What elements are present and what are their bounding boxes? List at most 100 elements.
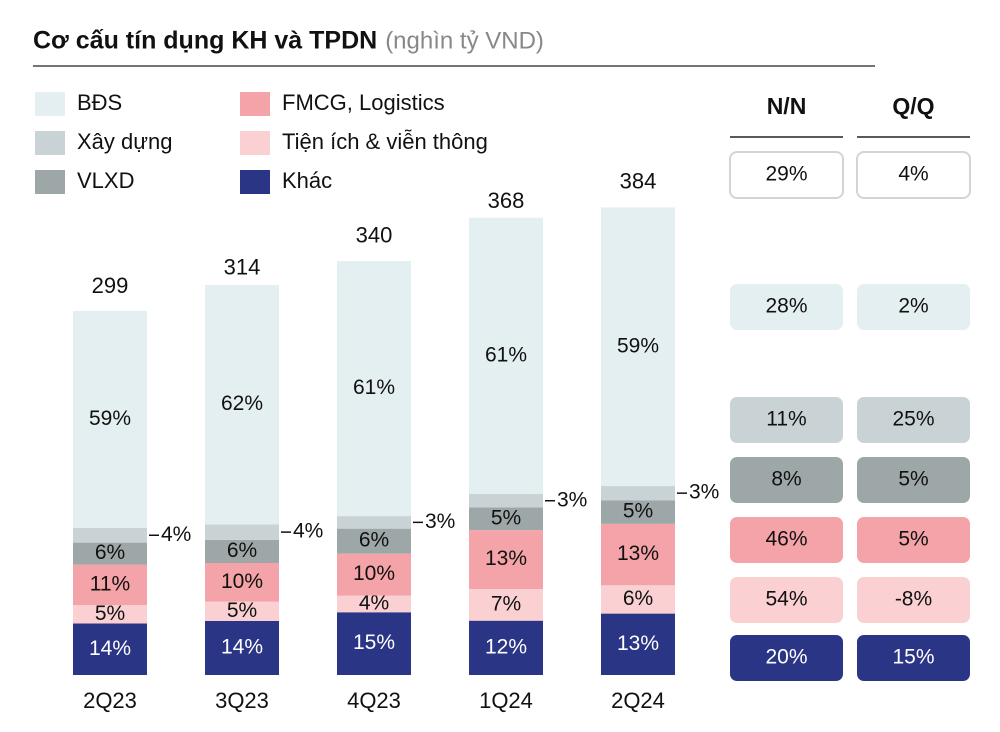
bar-segment [469,493,543,508]
bar-segment [73,605,147,624]
value-label: 11% [90,572,130,595]
value-label: 59% [617,334,659,357]
table-cell [857,284,970,330]
bar-segment [337,553,411,596]
table-value: 46% [765,528,807,551]
value-label: 15% [353,631,395,654]
table-cell [730,517,843,563]
value-label: 3% [557,488,587,511]
bar-segment [205,620,279,675]
bar-segment [73,542,147,565]
legend-label: BĐS [77,90,122,115]
value-label: 6% [95,541,125,564]
bar-segment [469,588,543,621]
table-cell [856,151,971,199]
table-value: 5% [898,528,928,551]
value-label: 4% [293,520,323,543]
legend-label: Khác [282,168,332,193]
table-cell [730,635,843,681]
value-label: 5% [491,506,521,529]
total-label: 384 [620,168,657,193]
chart-subtitle: (nghìn tỷ VND) [385,27,544,54]
value-label: 12% [485,635,527,658]
legend-label: FMCG, Logistics [282,90,445,115]
table-value: 8% [771,468,801,491]
bar-segment [205,601,279,621]
bar-segment [469,620,543,675]
value-label: 59% [89,407,131,430]
bar-segment [469,217,543,494]
value-label: 6% [623,587,653,610]
table-value: 20% [765,646,807,669]
table-value: -8% [895,588,932,611]
bar-segment [337,528,411,554]
table-value: 29% [765,163,807,186]
value-label: 6% [359,529,389,552]
value-label: 5% [95,602,125,625]
bar-segment [205,539,279,563]
bar-segment [337,612,411,675]
value-label: 13% [485,547,527,570]
value-label: 10% [353,562,395,585]
bar-segment [73,623,147,675]
value-label: 14% [221,636,263,659]
table-value: 54% [765,588,807,611]
total-label: 340 [356,223,393,248]
legend-swatch [35,131,65,155]
value-label: 62% [221,392,263,415]
bar-segment [337,516,411,529]
table-cell [857,457,970,503]
chart-title: Cơ cấu tín dụng KH và TPDN [33,27,377,55]
bar-segment [73,310,147,528]
table-cell [730,577,843,623]
table-value: 15% [892,646,934,669]
bar-segment [601,613,675,675]
bar-segment [469,507,543,531]
table-cell [730,457,843,503]
value-label: 4% [161,523,191,546]
value-label: 10% [221,570,263,593]
total-label: 314 [224,255,261,280]
legend-swatch [35,170,65,194]
table-cell [730,397,843,443]
x-tick-label: 2Q24 [611,688,665,713]
bar-segment [337,595,411,613]
value-label: 61% [353,376,395,399]
table-cell [857,635,970,681]
value-label: 6% [227,539,257,562]
bar-segment [469,530,543,589]
legend-swatch [35,92,65,116]
legend-label: VLXD [77,168,134,193]
value-label: 13% [617,632,659,655]
legend-swatch [240,131,270,155]
value-label: 14% [89,637,131,660]
table-value: 5% [898,468,928,491]
value-label: 5% [227,599,257,622]
table-value: 2% [898,295,928,318]
table-value: 11% [766,408,806,431]
bar-segment [601,585,675,614]
legend-label: Xây dựng [77,129,172,154]
legend-swatch [240,92,270,116]
bar-segment [601,486,675,501]
bar-segment [601,207,675,487]
table-header: N/N [767,93,807,119]
x-tick-label: 2Q23 [83,688,137,713]
table-cell [857,397,970,443]
bar-segment [205,524,279,540]
legend-label: Tiện ích & viễn thông [282,129,488,154]
table-value: 4% [898,163,928,186]
x-tick-label: 1Q24 [479,688,533,713]
bar-segment [601,500,675,524]
bar-segment [73,527,147,543]
table-cell [857,517,970,563]
legend-swatch [240,170,270,194]
total-label: 368 [488,188,525,213]
value-label: 13% [617,542,659,565]
table-cell [730,284,843,330]
value-label: 3% [689,481,719,504]
table-cell [857,577,970,623]
value-label: 4% [359,591,389,614]
table-cell [729,151,844,199]
